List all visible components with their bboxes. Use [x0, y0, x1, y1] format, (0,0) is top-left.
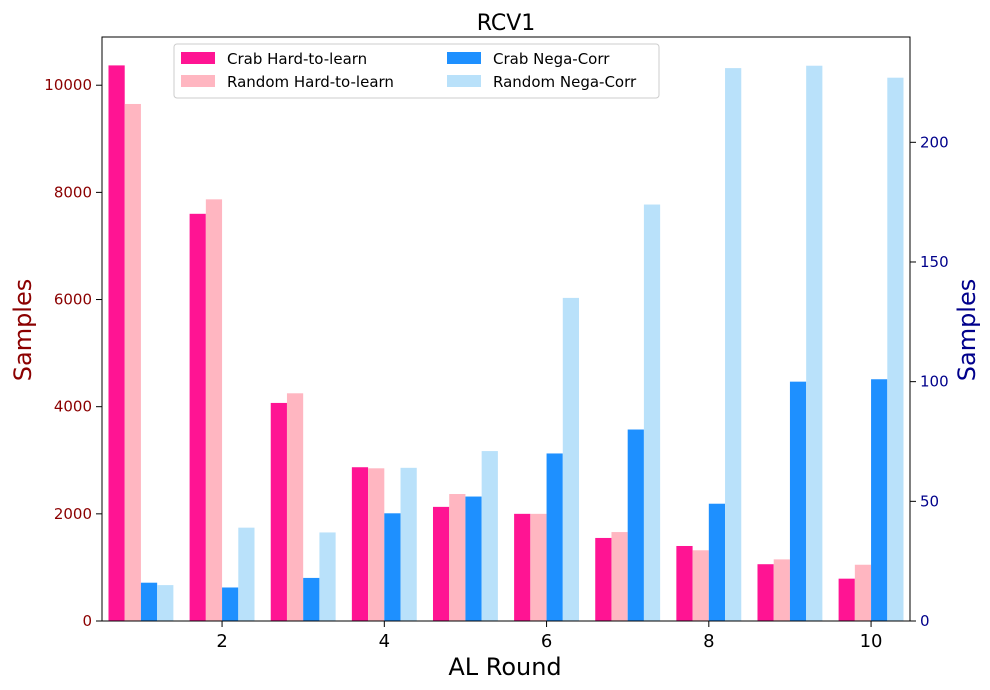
bar-crab-hard-to-learn-round-7 — [595, 537, 612, 621]
bar-crab-hard-to-learn-round-10 — [838, 578, 855, 621]
bar-crab-hard-to-learn-round-1 — [108, 65, 125, 621]
x-tick-label: 4 — [379, 631, 390, 652]
bar-random-nega-corr-round-3 — [319, 532, 336, 621]
bar-crab-nega-corr-round-4 — [384, 513, 401, 621]
bar-crab-hard-to-learn-round-5 — [432, 506, 450, 621]
legend-swatch — [447, 75, 481, 87]
x-tick-label: 6 — [541, 631, 552, 652]
bars-group — [108, 65, 904, 622]
bar-crab-hard-to-learn-round-3 — [270, 402, 287, 621]
chart-title: RCV1 — [477, 11, 536, 36]
bar-crab-hard-to-learn-round-9 — [757, 564, 774, 621]
x-axis-label: AL Round — [448, 653, 561, 681]
y-right-tick-label: 50 — [920, 492, 939, 510]
legend-label: Crab Hard-to-learn — [227, 50, 367, 68]
bar-crab-nega-corr-round-10 — [871, 379, 888, 621]
y-left-tick-label: 2000 — [54, 505, 92, 523]
bar-random-nega-corr-round-8 — [725, 68, 742, 622]
legend-swatch — [181, 52, 215, 64]
y-right-tick-label: 200 — [920, 133, 949, 151]
bar-crab-nega-corr-round-3 — [303, 577, 320, 621]
legend: Crab Hard-to-learn Random Hard-to-learn Cr… — [173, 43, 660, 99]
bar-random-nega-corr-round-9 — [806, 65, 823, 622]
bar-random-hard-to-learn-round-10 — [854, 564, 872, 621]
bar-random-hard-to-learn-round-9 — [773, 559, 790, 621]
legend-label: Random Nega-Corr — [493, 73, 637, 91]
legend-swatch — [447, 52, 481, 64]
bar-random-nega-corr-round-7 — [643, 204, 661, 622]
y-left-tick-label: 6000 — [54, 291, 92, 309]
bar-random-hard-to-learn-round-4 — [368, 468, 385, 621]
bar-random-hard-to-learn-round-6 — [530, 513, 547, 621]
bar-random-hard-to-learn-round-7 — [611, 532, 628, 621]
bar-random-hard-to-learn-round-3 — [286, 393, 304, 621]
x-tick-label: 2 — [216, 631, 227, 652]
y-left-tick-label: 10000 — [44, 76, 92, 94]
bar-random-nega-corr-round-6 — [562, 297, 580, 621]
bar-crab-nega-corr-round-6 — [546, 453, 563, 621]
y-right-tick-label: 0 — [920, 612, 930, 630]
bar-random-nega-corr-round-2 — [238, 527, 255, 621]
bar-crab-nega-corr-round-7 — [627, 429, 644, 621]
bar-crab-nega-corr-round-2 — [222, 587, 239, 621]
y-axis-label-left: Samples — [9, 279, 37, 382]
legend-label: Random Hard-to-learn — [227, 73, 394, 91]
y-right-tick-label: 150 — [920, 253, 949, 271]
bar-crab-hard-to-learn-round-6 — [514, 513, 531, 621]
bar-crab-nega-corr-round-8 — [708, 503, 726, 621]
bar-random-nega-corr-round-4 — [400, 467, 417, 621]
y-right-tick-label: 100 — [920, 373, 949, 391]
bar-random-hard-to-learn-round-5 — [449, 494, 466, 621]
legend-swatch — [181, 75, 215, 87]
bar-crab-nega-corr-round-1 — [140, 582, 158, 621]
bar-crab-nega-corr-round-5 — [465, 496, 482, 621]
bar-random-nega-corr-round-5 — [481, 451, 498, 621]
bar-random-hard-to-learn-round-1 — [124, 103, 141, 622]
y-left-tick-label: 4000 — [54, 398, 92, 416]
y-left-tick-label: 0 — [82, 612, 92, 630]
bar-random-hard-to-learn-round-8 — [692, 550, 709, 621]
y-axis-label-right: Samples — [953, 279, 981, 382]
bar-random-nega-corr-round-10 — [887, 77, 904, 621]
bar-random-hard-to-learn-round-2 — [205, 199, 223, 621]
y-left-tick-label: 8000 — [54, 183, 92, 201]
x-tick-label: 10 — [860, 631, 883, 652]
axes-group — [101, 36, 911, 622]
bar-crab-hard-to-learn-round-2 — [189, 213, 206, 621]
bar-crab-nega-corr-round-9 — [789, 381, 807, 621]
plot-frame — [101, 36, 911, 622]
x-tick-label: 8 — [703, 631, 714, 652]
bar-crab-hard-to-learn-round-4 — [351, 467, 369, 621]
bar-crab-hard-to-learn-round-8 — [676, 545, 693, 621]
legend-label: Crab Nega-Corr — [493, 50, 610, 68]
legend-box — [173, 43, 660, 99]
bar-random-nega-corr-round-1 — [157, 585, 174, 621]
